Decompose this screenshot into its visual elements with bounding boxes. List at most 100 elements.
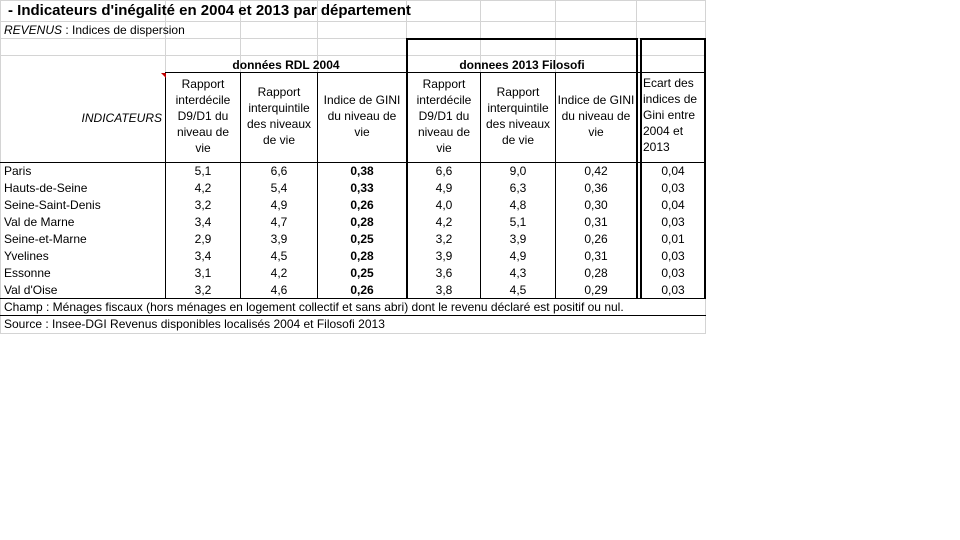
cell-d9d1-2004: 3,4 (194, 215, 212, 229)
cell-gini-2004: 0,28 (350, 249, 374, 263)
subtitle-text: : Indices de dispersion (62, 23, 185, 37)
border (317, 72, 318, 299)
gridline (555, 0, 556, 72)
cell-interquintile-2004: 3,9 (270, 232, 288, 246)
comment-indicator-icon[interactable] (161, 73, 166, 78)
cell-d9d1-2013: 6,6 (435, 164, 453, 178)
cell-gini-2013: 0,36 (584, 181, 608, 195)
cell-interquintile-2013: 3,9 (509, 232, 527, 246)
cell-d9d1-2004: 4,2 (194, 181, 212, 195)
cell-interquintile-2013: 6,3 (509, 181, 527, 195)
cell-interquintile-2004: 4,7 (270, 215, 288, 229)
cell-interquintile-2013: 9,0 (509, 164, 527, 178)
cell-d9d1-2004: 3,4 (194, 249, 212, 263)
border (0, 298, 706, 299)
cell-gini-2004: 0,25 (350, 232, 374, 246)
cell-interquintile-2013: 5,1 (509, 215, 527, 229)
header-d9d1-2004[interactable]: Rapport interdécile D9/D1 du niveau de v… (175, 77, 231, 155)
cell-gini-2013: 0,26 (584, 232, 608, 246)
header-interquintile-2004[interactable]: Rapport interquintile des niveaux de vie (246, 85, 312, 147)
border (406, 38, 638, 40)
row-name: Val de Marne (4, 215, 75, 229)
cell-interquintile-2013: 4,5 (509, 283, 527, 297)
row-name: Paris (4, 164, 32, 178)
cell-d9d1-2004: 3,2 (194, 283, 212, 297)
row-name: Hauts-de-Seine (4, 181, 88, 195)
cell-gini-2004: 0,38 (350, 164, 374, 178)
cell-gini-gap: 0,01 (661, 232, 685, 246)
cell-d9d1-2013: 3,2 (435, 232, 453, 246)
cell-d9d1-2013: 4,9 (435, 181, 453, 195)
header-gini-2013[interactable]: Indice de GINI du niveau de vie (557, 93, 635, 139)
source-note[interactable]: Source : Insee-DGI Revenus disponibles l… (4, 317, 385, 331)
cell-gini-2013: 0,31 (584, 215, 608, 229)
cell-d9d1-2013: 4,0 (435, 198, 453, 212)
cell-d9d1-2013: 3,6 (435, 266, 453, 280)
border (640, 38, 642, 299)
gridline (317, 0, 318, 72)
cell-gini-2013: 0,28 (584, 266, 608, 280)
champ-note[interactable]: Champ : Ménages fiscaux (hors ménages en… (4, 300, 624, 314)
border (0, 315, 706, 316)
gridline (0, 38, 706, 39)
gridline (636, 0, 637, 38)
border (480, 72, 481, 299)
group-header-2004[interactable]: données RDL 2004 (232, 58, 340, 72)
row-name: Yvelines (4, 249, 49, 263)
cell-gini-gap: 0,04 (661, 198, 685, 212)
cell-d9d1-2004: 3,1 (194, 266, 212, 280)
cell-interquintile-2004: 5,4 (270, 181, 288, 195)
cell-d9d1-2013: 4,2 (435, 215, 453, 229)
gridline (0, 333, 706, 334)
group-header-2013[interactable]: donnees 2013 Filosofi (459, 58, 585, 72)
gridline (0, 55, 706, 56)
cell-interquintile-2004: 4,9 (270, 198, 288, 212)
cell-gini-gap: 0,03 (661, 215, 685, 229)
header-gini-2004[interactable]: Indice de GINI du niveau de vie (323, 93, 401, 139)
cell-gini-2004: 0,26 (350, 283, 374, 297)
indicators-header[interactable]: INDICATEURS (81, 111, 162, 125)
sheet-title[interactable]: - Indicateurs d'inégalité en 2004 et 201… (8, 2, 411, 19)
subtitle[interactable]: REVENUS : Indices de dispersion (4, 22, 185, 38)
border (555, 72, 556, 299)
cell-d9d1-2004: 2,9 (194, 232, 212, 246)
header-interquintile-2013[interactable]: Rapport interquintile des niveaux de vie (485, 85, 551, 147)
gridline (0, 0, 1, 334)
cell-d9d1-2013: 3,8 (435, 283, 453, 297)
row-name: Seine-et-Marne (4, 232, 87, 246)
cell-interquintile-2004: 4,6 (270, 283, 288, 297)
row-name: Seine-Saint-Denis (4, 198, 101, 212)
cell-interquintile-2004: 4,2 (270, 266, 288, 280)
cell-interquintile-2013: 4,9 (509, 249, 527, 263)
gridline (480, 0, 481, 72)
gridline (0, 0, 706, 1)
cell-gini-2004: 0,33 (350, 181, 374, 195)
cell-d9d1-2004: 3,2 (194, 198, 212, 212)
cell-gini-2004: 0,26 (350, 198, 374, 212)
border (640, 38, 706, 40)
border (704, 38, 706, 299)
cell-gini-gap: 0,03 (661, 283, 685, 297)
cell-d9d1-2013: 3,9 (435, 249, 453, 263)
gridline (165, 0, 166, 72)
cell-interquintile-2013: 4,3 (509, 266, 527, 280)
cell-gini-2013: 0,30 (584, 198, 608, 212)
row-name: Val d'Oise (4, 283, 58, 297)
header-d9d1-2013[interactable]: Rapport interdécile D9/D1 du niveau de v… (416, 77, 472, 155)
border (636, 38, 638, 299)
cell-interquintile-2004: 4,5 (270, 249, 288, 263)
cell-gini-2004: 0,25 (350, 266, 374, 280)
cell-gini-2004: 0,28 (350, 215, 374, 229)
border (165, 72, 166, 299)
border (406, 38, 408, 299)
gridline (240, 0, 241, 72)
cell-interquintile-2013: 4,8 (509, 198, 527, 212)
cell-gini-2013: 0,42 (584, 164, 608, 178)
cell-gini-2013: 0,31 (584, 249, 608, 263)
cell-gini-gap: 0,03 (661, 249, 685, 263)
border (165, 72, 706, 73)
gridline (0, 21, 706, 22)
header-gini-gap[interactable]: Ecart des indices de Gini entre 2004 et … (643, 76, 698, 154)
border (0, 162, 706, 163)
